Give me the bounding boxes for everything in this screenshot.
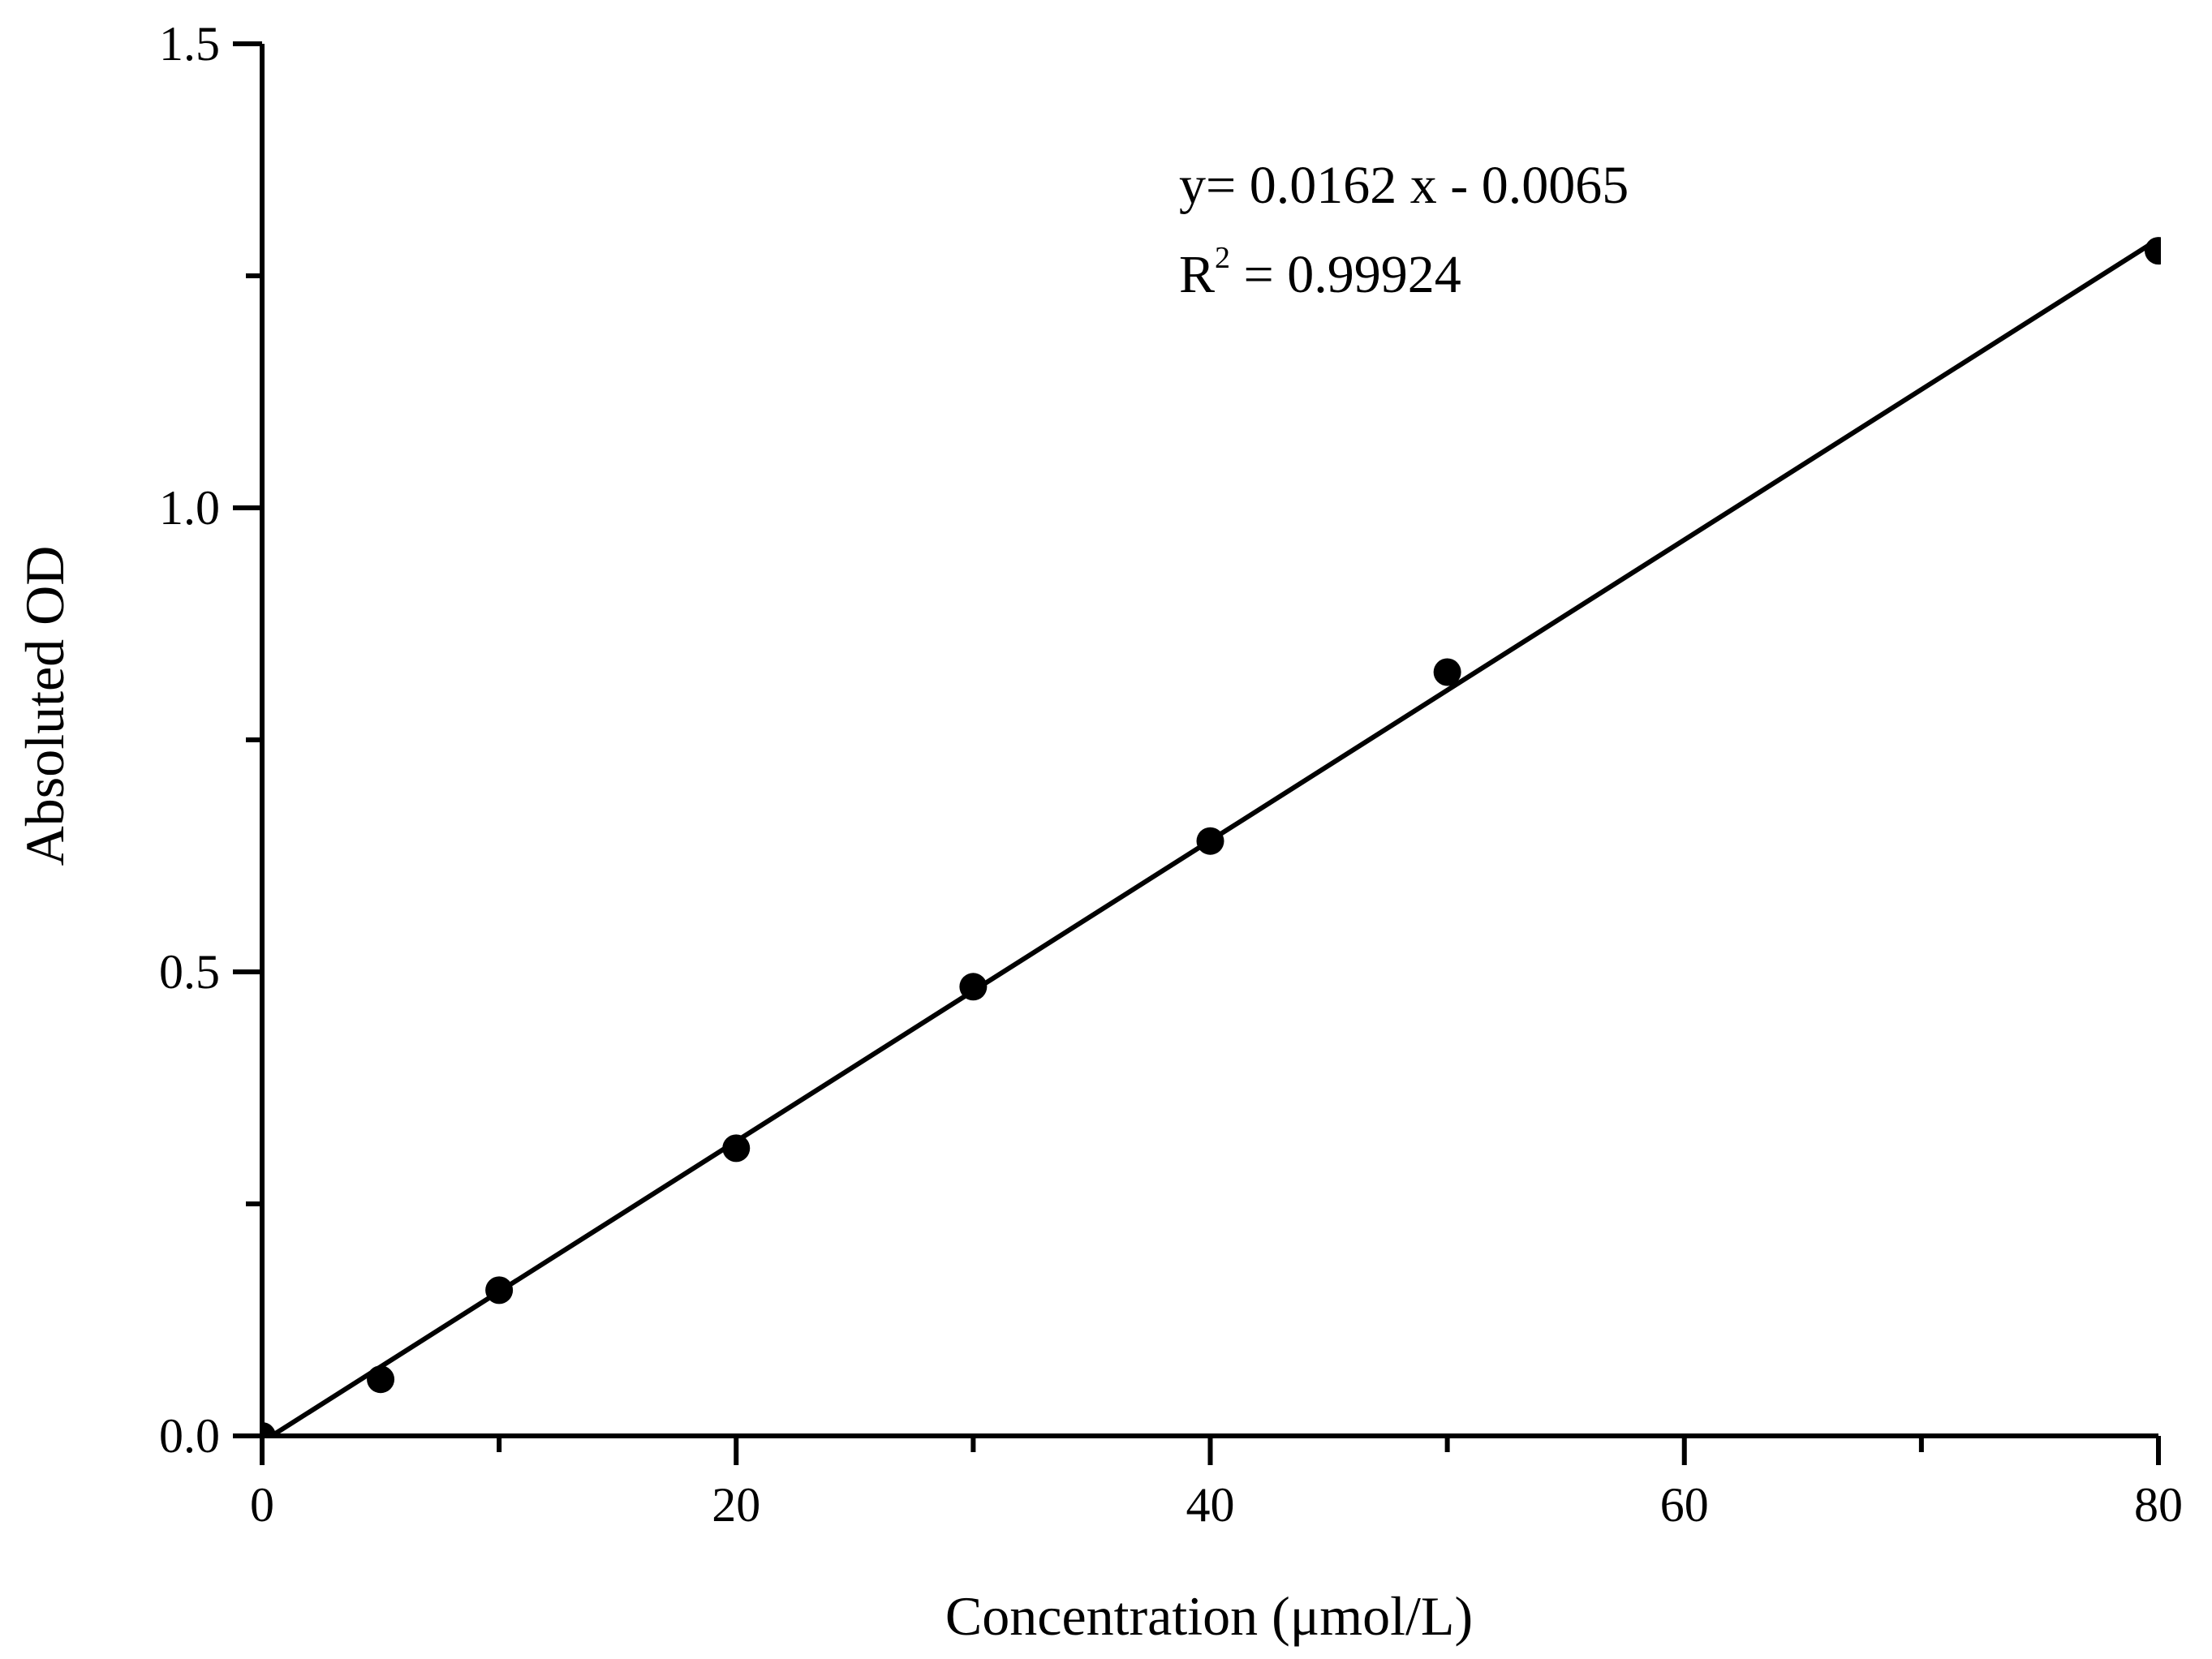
data-point [485, 1276, 514, 1304]
y-tick-label: 0.5 [159, 945, 220, 999]
data-point [722, 1134, 751, 1163]
x-tick-label: 0 [250, 1478, 274, 1532]
y-tick-label: 0.0 [159, 1409, 220, 1463]
x-tick-label: 60 [1660, 1478, 1709, 1532]
y-tick-label: 1.0 [159, 481, 220, 535]
data-point [1433, 658, 1461, 686]
data-points [262, 237, 2161, 1436]
data-point [2145, 237, 2161, 265]
r-squared-sup: 2 [1215, 241, 1230, 275]
x-tick-label: 20 [712, 1478, 760, 1532]
r-squared-prefix: R [1179, 245, 1215, 304]
r-squared-value: = 0.99924 [1230, 245, 1461, 304]
data-point [367, 1365, 395, 1394]
r-squared: R2 = 0.99924 [1179, 241, 1461, 304]
data-point [1196, 827, 1224, 855]
x-axis-title: Concentration (μmol/L) [945, 1585, 1473, 1647]
x-tick-label: 40 [1186, 1478, 1235, 1532]
fit-equation: y= 0.0162 x - 0.0065 [1179, 156, 1629, 215]
y-axis-title: Absoluted OD [14, 546, 75, 866]
points-clipped [262, 237, 2161, 1436]
data-point [959, 973, 988, 1001]
ticks: 0 20 40 60 80 0.0 0.5 1.0 1.5 [159, 17, 2183, 1532]
data-point [262, 1422, 276, 1436]
x-tick-label: 80 [2134, 1478, 2183, 1532]
y-tick-label: 1.5 [159, 17, 220, 71]
